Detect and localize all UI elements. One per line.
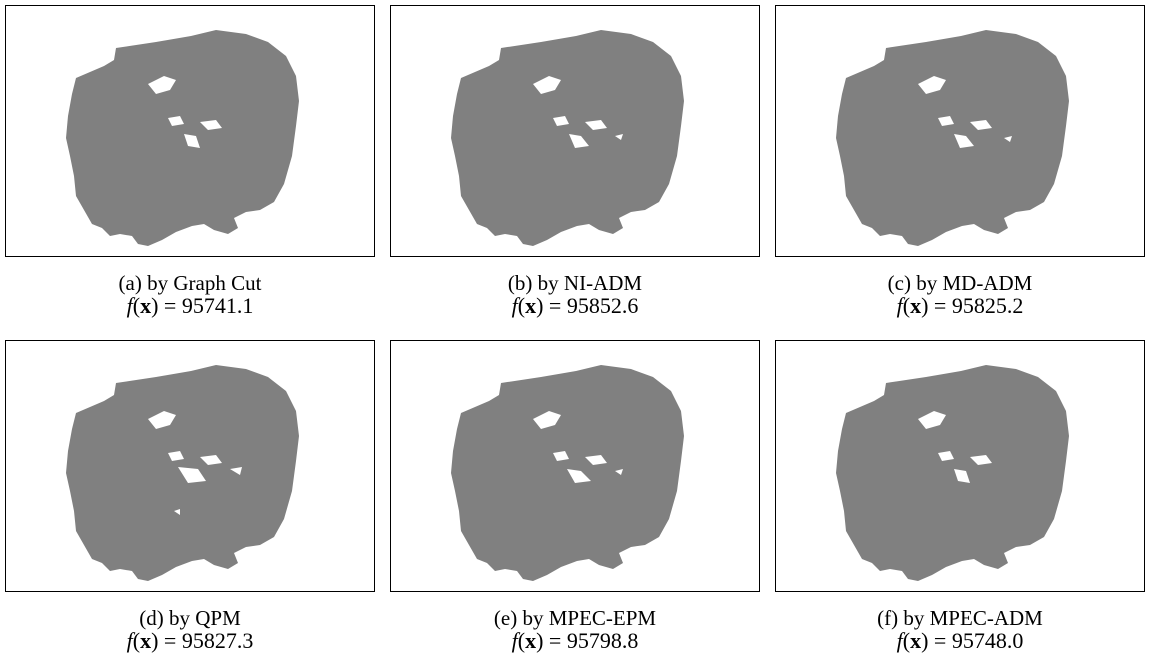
objective-value: f(x) = 95827.3 <box>126 628 254 653</box>
panel-caption: (e) by MPEC-EPM <box>493 606 657 630</box>
panel-caption: (f) by MPEC-ADM <box>877 606 1043 630</box>
segmentation-mask <box>451 30 684 246</box>
segmentation-image <box>390 340 760 592</box>
objective-value: f(x) = 95748.0 <box>896 628 1024 653</box>
panel-caption: (d) by QPM <box>139 606 241 630</box>
foreground-region <box>451 30 684 246</box>
panel-caption: (c) by MD-ADM <box>887 271 1033 295</box>
foreground-region <box>451 365 684 581</box>
foreground-region <box>66 30 299 246</box>
segmentation-image <box>775 340 1145 592</box>
segmentation-image <box>390 5 760 257</box>
panel-caption: (a) by Graph Cut <box>118 271 262 295</box>
segmentation-image <box>5 340 375 592</box>
segmentation-mask <box>836 365 1069 581</box>
objective-value: f(x) = 95741.1 <box>126 293 254 318</box>
objective-value: f(x) = 95852.6 <box>511 293 639 318</box>
objective-value: f(x) = 95798.8 <box>511 628 639 653</box>
segmentation-mask <box>66 30 299 246</box>
panel-caption: (b) by NI-ADM <box>507 271 643 295</box>
segmentation-mask <box>66 365 299 581</box>
segmentation-image <box>5 5 375 257</box>
foreground-region <box>836 30 1069 246</box>
foreground-region <box>66 365 299 581</box>
segmentation-image <box>775 5 1145 257</box>
foreground-region <box>836 365 1069 581</box>
objective-value: f(x) = 95825.2 <box>896 293 1024 318</box>
segmentation-mask <box>836 30 1069 246</box>
segmentation-mask <box>451 365 684 581</box>
